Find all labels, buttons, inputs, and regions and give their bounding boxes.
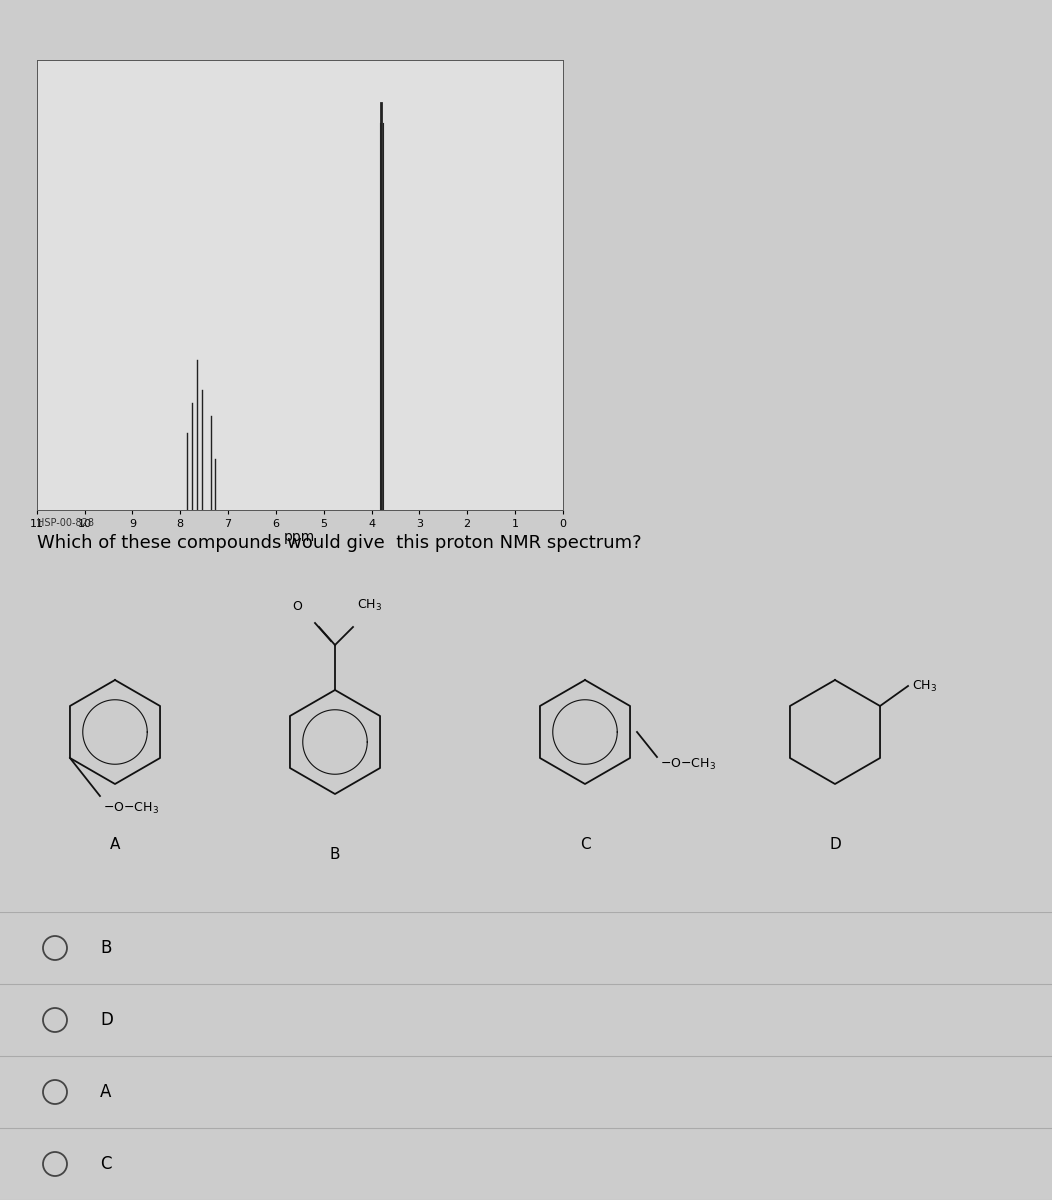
Text: B: B bbox=[329, 847, 340, 862]
Text: CH$_3$: CH$_3$ bbox=[912, 678, 937, 694]
Text: C: C bbox=[100, 1154, 112, 1174]
Text: Which of these compounds would give  this proton NMR spectrum?: Which of these compounds would give this… bbox=[37, 534, 642, 552]
Text: $-$O$-$CH$_3$: $-$O$-$CH$_3$ bbox=[660, 757, 716, 772]
Text: A: A bbox=[100, 1082, 112, 1102]
Text: B: B bbox=[100, 938, 112, 958]
Text: HSP-00-828: HSP-00-828 bbox=[37, 518, 94, 528]
X-axis label: ppm: ppm bbox=[284, 530, 316, 545]
Text: D: D bbox=[100, 1010, 113, 1028]
Text: D: D bbox=[829, 838, 841, 852]
Text: $-$O$-$CH$_3$: $-$O$-$CH$_3$ bbox=[103, 802, 159, 816]
Text: C: C bbox=[580, 838, 590, 852]
Text: A: A bbox=[109, 838, 120, 852]
Text: O: O bbox=[292, 600, 302, 613]
Text: CH$_3$: CH$_3$ bbox=[357, 598, 382, 613]
